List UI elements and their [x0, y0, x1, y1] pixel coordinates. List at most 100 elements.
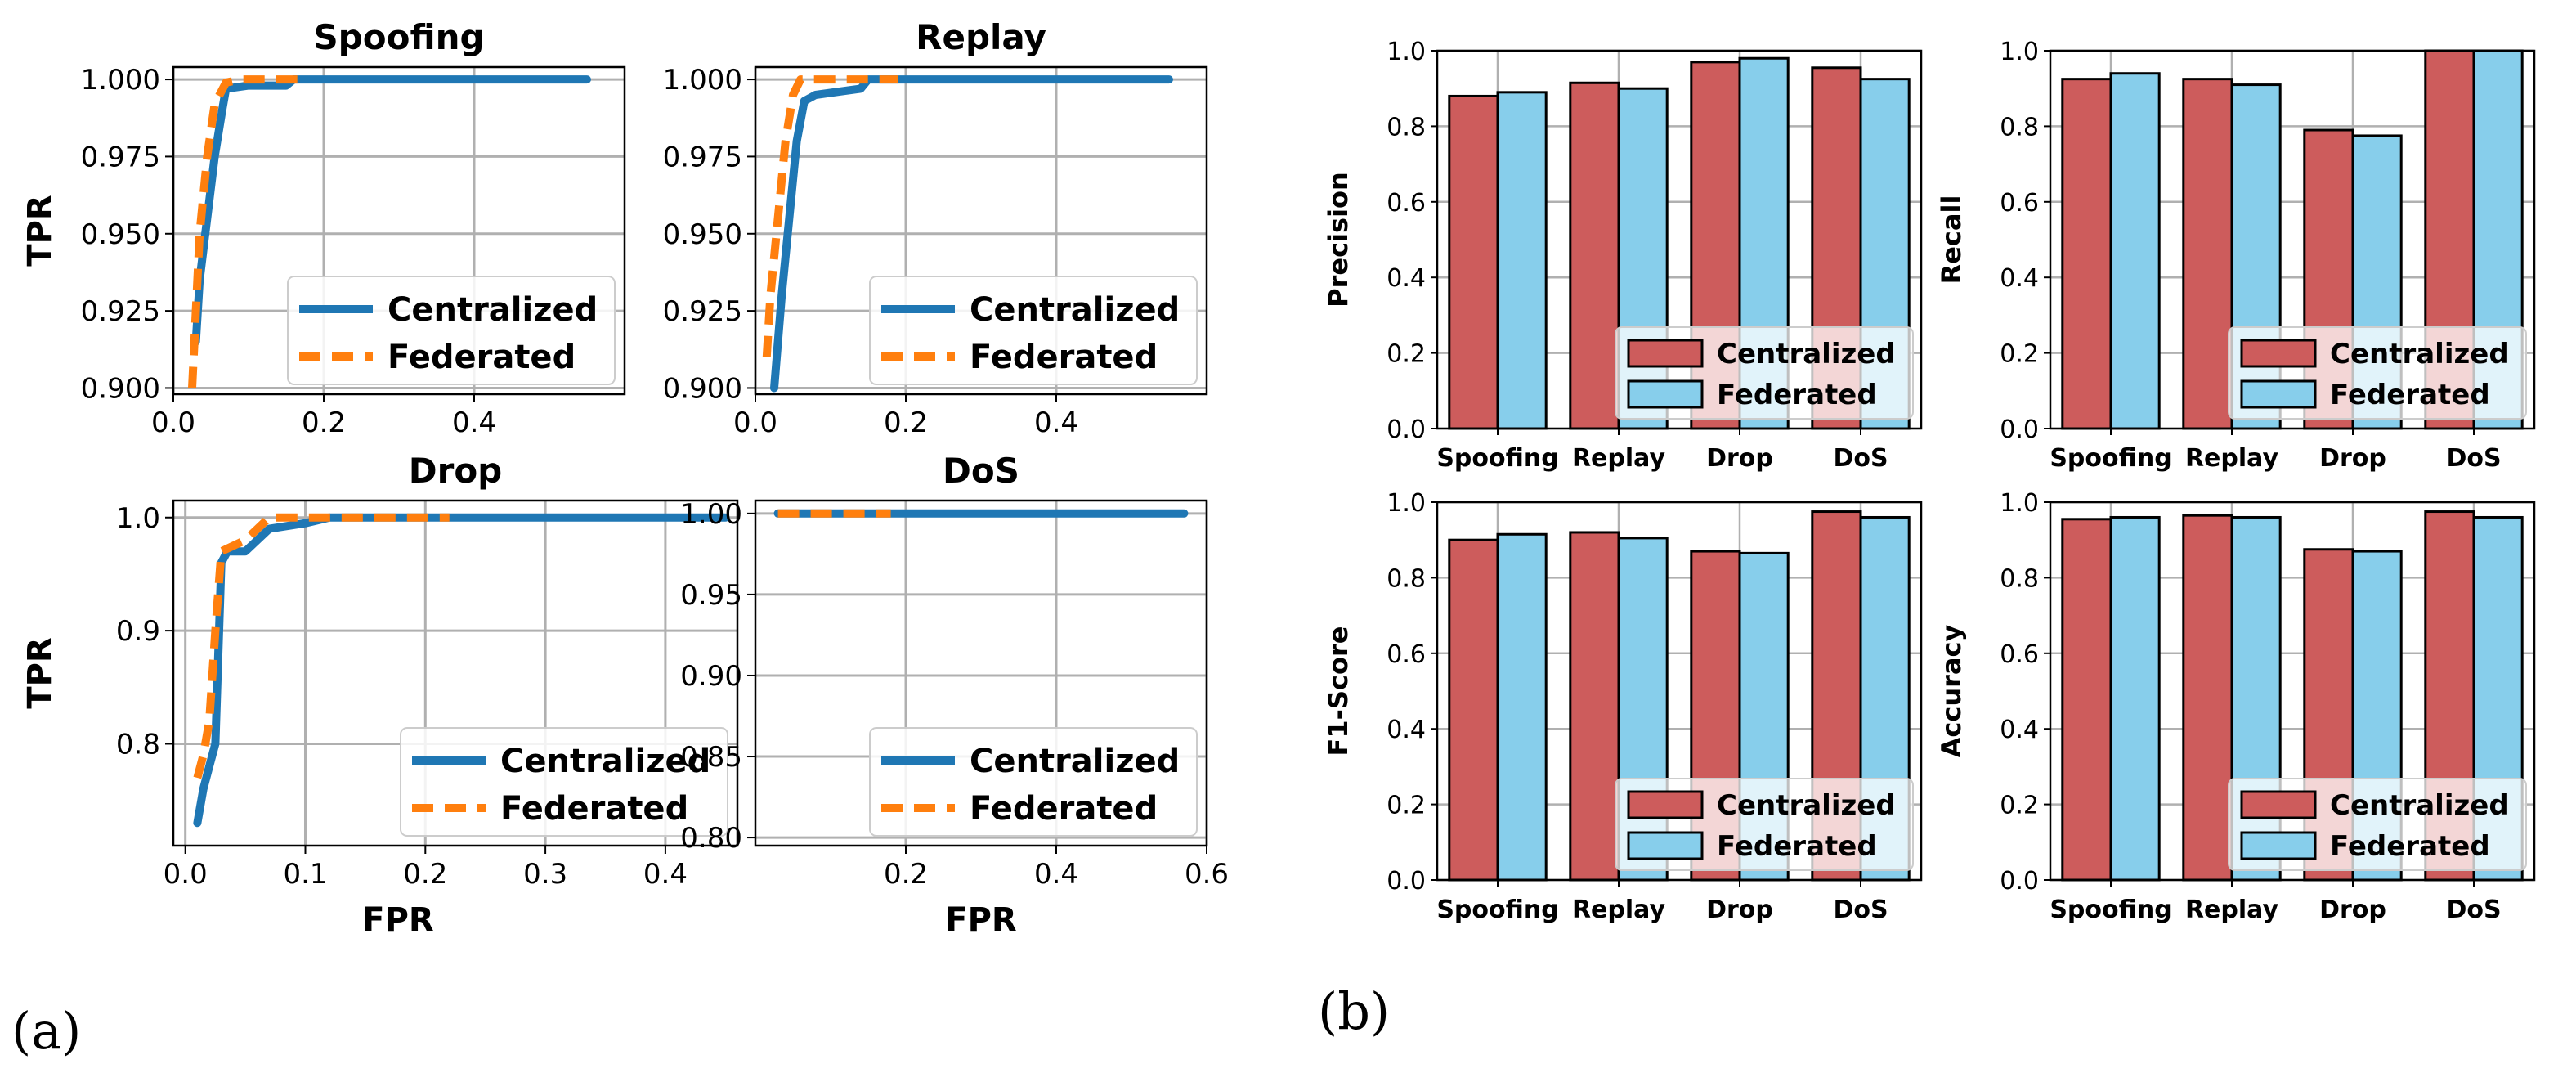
- y-axis-label: Precision: [1323, 172, 1354, 308]
- y-tick-label: 0.2: [1387, 792, 1426, 820]
- y-tick-label: 1.0: [116, 502, 160, 535]
- category-label: Drop: [1706, 896, 1773, 924]
- legend-swatch-centralized: [1627, 790, 1704, 819]
- y-tick-label: 0.95: [680, 579, 742, 612]
- bar-federated: [1496, 91, 1548, 430]
- y-tick-label: 0.4: [2000, 264, 2039, 293]
- y-tick-label: 0.950: [81, 218, 160, 251]
- y-tick-label: 0.975: [663, 141, 742, 173]
- bar-centralized: [2061, 518, 2112, 882]
- legend-swatch-federated: [1627, 831, 1704, 860]
- y-tick-label: 0.9: [116, 615, 160, 648]
- axes-frame: [754, 65, 1208, 396]
- y-tick-label: 0.8: [2000, 564, 2039, 593]
- legend-label: Federated: [388, 339, 576, 376]
- roc-panel-replay: Replay 0.0 0.2 0.4 0.900 0.925 0.950 0.975 1.000…: [663, 17, 1208, 439]
- category-label: Replay: [1572, 444, 1666, 473]
- x-tick-label: 0.2: [884, 406, 928, 439]
- y-axis-label: F1-Score: [1323, 626, 1354, 756]
- y-tick-label: 0.4: [2000, 716, 2039, 744]
- legend-label: Centralized: [500, 743, 710, 780]
- category-label: DoS: [2446, 444, 2501, 473]
- y-tick-label: 0.80: [680, 822, 742, 855]
- x-axis-label: FPR: [362, 901, 433, 939]
- legend: Centralized Federated: [869, 727, 1198, 837]
- category-label: DoS: [1833, 444, 1888, 473]
- legend: Centralized Federated: [2228, 326, 2527, 420]
- legend-swatch-federated: [2240, 831, 2317, 860]
- x-tick-label: 0.6: [1185, 858, 1229, 891]
- category-label: Spoofing: [2050, 444, 2171, 473]
- category-label: Drop: [1706, 444, 1773, 473]
- category-label: Replay: [1572, 896, 1666, 924]
- legend: Centralized Federated: [400, 727, 728, 837]
- bar-centralized: [1448, 538, 1499, 882]
- x-tick-label: 0.2: [884, 858, 928, 891]
- category-label: Replay: [2185, 444, 2279, 473]
- legend-label: Federated: [2330, 830, 2490, 863]
- y-tick-label: 1.0: [1387, 38, 1426, 66]
- y-tick-label: 0.6: [1387, 189, 1426, 218]
- y-tick-label: 0.6: [2000, 640, 2039, 669]
- bar-centralized: [1569, 81, 1620, 430]
- category-label: Spoofing: [1436, 444, 1558, 473]
- panel-title: Spoofing: [313, 17, 484, 57]
- y-tick-label: 0.2: [2000, 340, 2039, 369]
- roc-panel-dos: DoS 0.2 0.4 0.6 0.80 0.85 0.90 0.95 1.00 FPR Centr…: [680, 451, 1229, 939]
- y-tick-label: 0.8: [1387, 113, 1426, 141]
- bar-centralized: [2182, 514, 2233, 882]
- y-tick-label: 0.2: [1387, 340, 1426, 369]
- x-axis-label: FPR: [945, 901, 1016, 939]
- series-line-federated: [193, 513, 450, 779]
- y-tick-label: 0.0: [1387, 867, 1426, 896]
- y-tick-label: 0.4: [1387, 716, 1426, 744]
- x-tick-label: 0.2: [302, 406, 346, 439]
- legend-swatch-federated: [2240, 379, 2317, 409]
- bar-centralized: [1569, 531, 1620, 882]
- y-tick-label: 0.975: [81, 141, 160, 173]
- x-tick-label: 0.4: [452, 406, 496, 439]
- panel-title: Drop: [409, 451, 503, 491]
- legend-label: Centralized: [970, 743, 1180, 780]
- x-tick-label: 0.4: [643, 858, 688, 891]
- category-label: DoS: [2446, 896, 2501, 924]
- axes-frame: [172, 499, 739, 847]
- legend-label: Federated: [970, 339, 1158, 376]
- series-line-federated: [762, 75, 898, 358]
- y-tick-label: 0.85: [680, 741, 742, 774]
- caption-a: (a): [11, 1001, 81, 1061]
- legend-swatch-centralized: [1627, 339, 1704, 368]
- y-axis-label: TPR: [21, 195, 59, 266]
- y-tick-label: 0.2: [2000, 792, 2039, 820]
- category-label: DoS: [1833, 896, 1888, 924]
- axes-frame: [754, 499, 1208, 847]
- bar-centralized: [2182, 78, 2233, 430]
- y-tick-label: 0.950: [663, 218, 742, 251]
- y-tick-label: 0.6: [2000, 189, 2039, 218]
- legend: Centralized Federated: [287, 276, 616, 385]
- legend: Centralized Federated: [1615, 326, 1914, 420]
- legend-label: Centralized: [388, 291, 598, 329]
- category-label: Drop: [2319, 896, 2386, 924]
- legend-label: Centralized: [970, 291, 1180, 329]
- y-tick-label: 0.8: [2000, 113, 2039, 141]
- legend-label: Federated: [1717, 379, 1877, 411]
- axes-frame: [2049, 49, 2536, 430]
- bar-federated: [2109, 72, 2161, 430]
- y-axis-label: Recall: [1936, 195, 1967, 285]
- y-tick-label: 0.6: [1387, 640, 1426, 669]
- x-tick-label: 0.4: [1034, 406, 1078, 439]
- legend-label: Centralized: [1717, 338, 1896, 370]
- x-tick-label: 0.4: [1034, 858, 1078, 891]
- legend: Centralized Federated: [2228, 778, 2527, 871]
- legend-label: Centralized: [1717, 789, 1896, 822]
- bar-federated: [2109, 515, 2161, 882]
- legend-label: Federated: [500, 790, 688, 828]
- x-tick-label: 0.0: [164, 858, 208, 891]
- y-tick-label: 0.8: [1387, 564, 1426, 593]
- category-label: Replay: [2185, 896, 2279, 924]
- legend-swatch-federated: [1627, 379, 1704, 409]
- panel-title: DoS: [943, 451, 1019, 491]
- category-label: Drop: [2319, 444, 2386, 473]
- y-tick-label: 1.0: [2000, 489, 2039, 518]
